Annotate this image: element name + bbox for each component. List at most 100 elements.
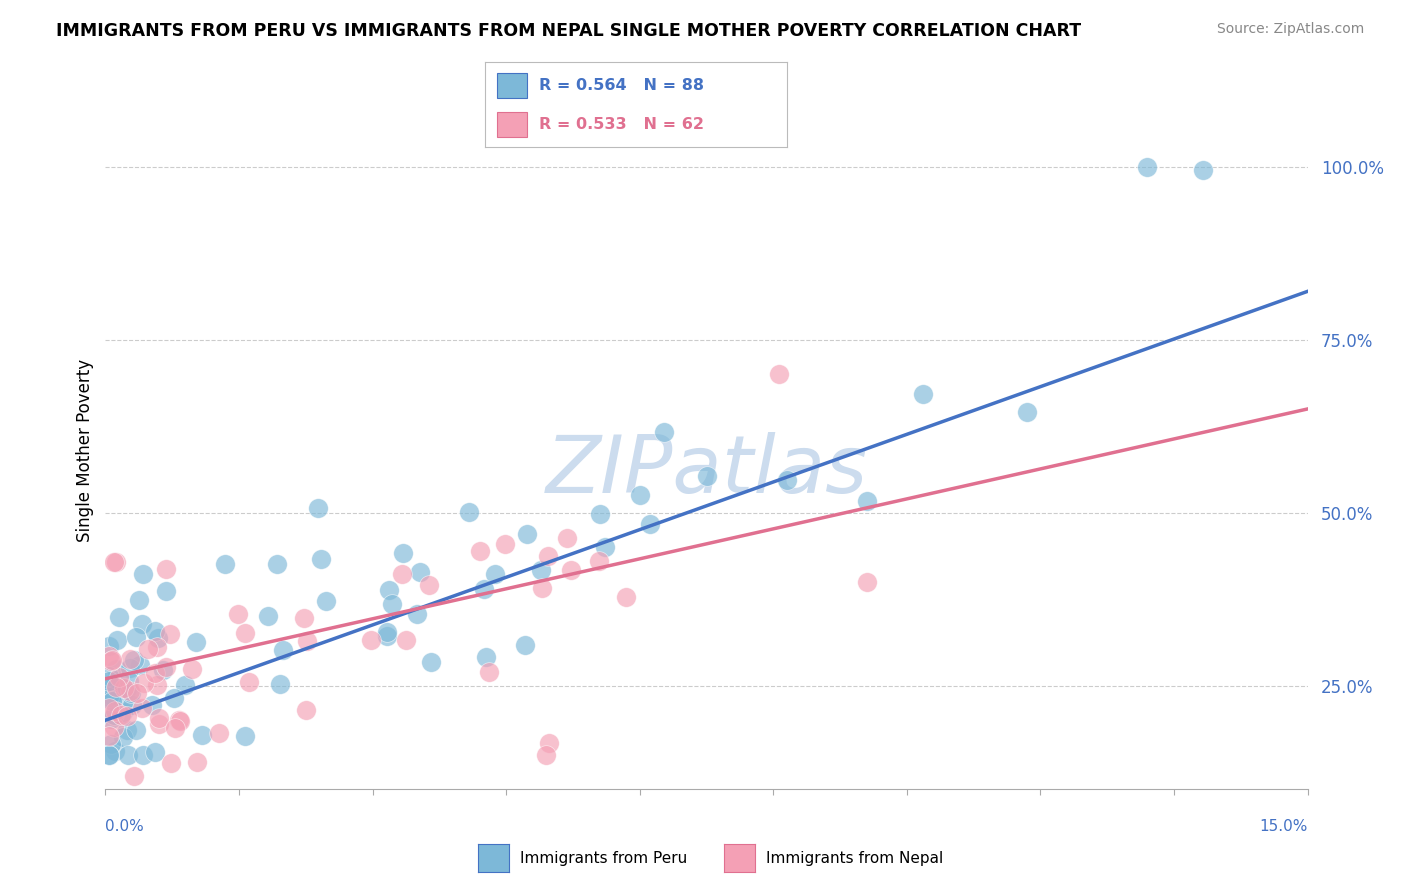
Point xyxy=(128,657,150,672)
Point xyxy=(516,527,538,541)
Point xyxy=(420,655,443,669)
Point xyxy=(111,731,134,745)
Point xyxy=(494,537,516,551)
Text: 0.0%: 0.0% xyxy=(105,819,145,834)
Point xyxy=(233,729,256,743)
Point xyxy=(271,643,294,657)
Point xyxy=(143,745,166,759)
Point xyxy=(98,668,121,682)
Point xyxy=(315,594,337,608)
Point xyxy=(214,557,236,571)
Point xyxy=(381,597,404,611)
Bar xyxy=(498,72,527,98)
Point xyxy=(1015,405,1038,419)
Point xyxy=(104,744,127,758)
Point xyxy=(207,725,229,739)
Point xyxy=(118,673,141,688)
Point xyxy=(101,679,124,693)
Point xyxy=(120,661,142,675)
Point xyxy=(98,747,121,762)
Point xyxy=(191,728,214,742)
Point xyxy=(105,680,128,694)
Point xyxy=(131,747,153,762)
Point xyxy=(104,555,127,569)
Point xyxy=(148,716,170,731)
Point xyxy=(100,654,122,668)
Point xyxy=(98,673,121,688)
Point xyxy=(134,676,156,690)
Point xyxy=(143,624,166,638)
Point xyxy=(377,583,399,598)
Y-axis label: Single Mother Poverty: Single Mother Poverty xyxy=(76,359,94,542)
Point xyxy=(143,665,166,680)
Point xyxy=(111,705,134,719)
Point xyxy=(105,662,128,676)
Text: R = 0.564   N = 88: R = 0.564 N = 88 xyxy=(540,78,704,93)
Point xyxy=(128,592,150,607)
Point xyxy=(159,627,181,641)
Point xyxy=(418,578,440,592)
Point xyxy=(101,694,124,708)
Point xyxy=(292,611,315,625)
Point xyxy=(180,663,202,677)
Point xyxy=(120,685,142,699)
Point xyxy=(307,501,329,516)
Point xyxy=(131,566,153,581)
Point xyxy=(1192,163,1215,178)
Point xyxy=(186,635,208,649)
Point xyxy=(478,665,501,679)
Point xyxy=(163,691,186,706)
Point xyxy=(155,562,177,576)
Point xyxy=(768,368,790,382)
Point xyxy=(472,582,495,597)
Point xyxy=(395,633,418,648)
Point xyxy=(457,505,479,519)
Point xyxy=(124,768,146,782)
Point xyxy=(118,684,141,698)
Point xyxy=(588,554,610,568)
Point xyxy=(238,675,260,690)
Point xyxy=(155,659,177,673)
Point xyxy=(152,664,174,678)
Point xyxy=(104,704,127,718)
Point xyxy=(360,633,382,648)
Point xyxy=(110,706,132,721)
Point xyxy=(257,608,280,623)
Text: Immigrants from Peru: Immigrants from Peru xyxy=(520,851,688,865)
Point xyxy=(98,701,121,715)
Point xyxy=(186,756,208,770)
Point xyxy=(118,652,141,666)
Point xyxy=(226,607,249,621)
Point xyxy=(148,711,170,725)
Point xyxy=(628,488,651,502)
Point xyxy=(98,747,121,762)
Text: Source: ZipAtlas.com: Source: ZipAtlas.com xyxy=(1216,22,1364,37)
Point xyxy=(111,695,134,709)
Point xyxy=(146,631,169,645)
Point xyxy=(474,649,496,664)
Text: IMMIGRANTS FROM PERU VS IMMIGRANTS FROM NEPAL SINGLE MOTHER POVERTY CORRELATION : IMMIGRANTS FROM PERU VS IMMIGRANTS FROM … xyxy=(56,22,1081,40)
Point xyxy=(173,678,195,692)
Point xyxy=(125,723,148,737)
Point xyxy=(652,425,675,439)
Point xyxy=(776,473,799,487)
Point xyxy=(538,736,561,750)
Point xyxy=(124,631,146,645)
Point xyxy=(408,566,430,580)
Point xyxy=(640,516,662,531)
Point xyxy=(117,747,139,762)
Point xyxy=(146,678,169,692)
Point xyxy=(141,698,163,713)
Point xyxy=(295,703,318,717)
Point xyxy=(98,687,121,701)
Point xyxy=(855,574,877,589)
Text: R = 0.533   N = 62: R = 0.533 N = 62 xyxy=(540,117,704,132)
Point xyxy=(233,625,256,640)
Point xyxy=(103,555,125,569)
Point xyxy=(112,681,135,695)
Point xyxy=(131,616,153,631)
Point xyxy=(391,546,413,560)
Point xyxy=(696,469,718,483)
Point xyxy=(537,549,560,563)
Point xyxy=(146,640,169,655)
